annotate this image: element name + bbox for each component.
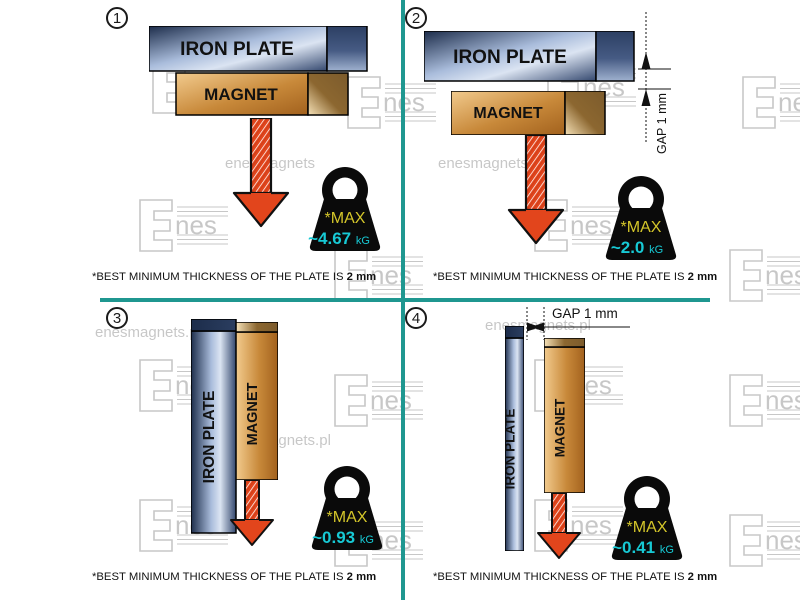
svg-text:*MAX: *MAX	[327, 509, 368, 526]
svg-text:MAGNET: MAGNET	[245, 382, 261, 445]
svg-text:*MAX: *MAX	[325, 210, 366, 227]
svg-text:IRON PLATE: IRON PLATE	[453, 47, 567, 68]
svg-text:IRON PLATE: IRON PLATE	[201, 391, 218, 484]
svg-text:IRON PLATE: IRON PLATE	[505, 409, 518, 490]
svg-text:*MAX: *MAX	[621, 219, 662, 236]
svg-text:MAGNET: MAGNET	[204, 85, 278, 104]
svg-text:GAP 1 mm: GAP 1 mm	[655, 93, 669, 154]
svg-text:IRON PLATE: IRON PLATE	[180, 39, 294, 60]
svg-text:GAP 1 mm: GAP 1 mm	[552, 306, 618, 321]
svg-text:MAGNET: MAGNET	[473, 105, 543, 122]
svg-text:*MAX: *MAX	[627, 519, 668, 536]
svg-text:MAGNET: MAGNET	[553, 398, 568, 457]
